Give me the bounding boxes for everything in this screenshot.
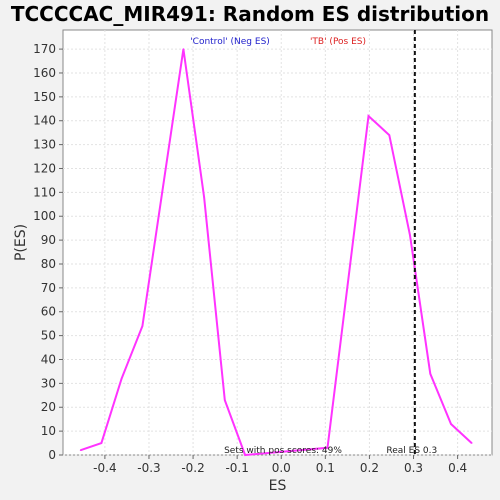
y-tick-label: 50 [41,329,56,343]
x-axis-label: ES [269,478,287,494]
y-tick-label: 0 [48,448,56,462]
plot-area [62,29,493,456]
x-tick-label: -0.2 [181,461,204,475]
y-tick-label: 70 [41,281,56,295]
x-tick-label: 0.4 [448,461,467,475]
x-tick-label: -0.3 [137,461,160,475]
y-tick-label: 150 [33,90,56,104]
y-tick-label: 100 [33,209,56,223]
series-group [79,48,473,457]
reference-line-label: Real ES 0.3 [386,446,437,456]
y-tick-label: 140 [33,114,56,128]
data-point [450,423,452,425]
data-point [100,442,103,444]
data-point [326,447,329,449]
x-tick-label: 0.3 [404,461,423,475]
x-tick-label: 0.1 [316,461,335,475]
data-point [470,442,473,444]
pos-scores-annotation: Sets with pos scores: 49% [224,446,342,456]
y-tick-label: 60 [41,305,56,319]
data-point [182,48,185,50]
y-tick-label: 160 [33,66,56,80]
legend-entry: 'Control' (Neg ES) [190,37,270,47]
data-point [79,449,82,452]
y-tick-label: 10 [41,424,56,438]
y-tick-label: 130 [33,138,56,152]
y-tick-label: 170 [33,42,56,56]
y-tick-label: 20 [41,400,56,414]
y-axis-label: P(ES) [13,224,29,261]
reference-line-group: Real ES 0.3 [386,30,437,456]
x-tick-label: -0.1 [225,461,248,475]
data-point [388,134,391,136]
legend: 'Control' (Neg ES) 'TB' (Pos ES) [190,37,366,47]
y-tick-label: 90 [41,233,56,247]
data-point [244,454,246,456]
axes [59,48,459,459]
y-tick-label: 110 [33,185,56,199]
data-point [429,373,432,375]
y-tick-label: 30 [41,376,56,390]
y-tick-label: 120 [33,161,56,175]
data-point [141,325,144,327]
data-point [224,399,226,401]
x-tick-label: 0.0 [272,461,291,475]
chart-title: TCCCCAC_MIR491: Random ES distribution [10,2,490,26]
data-point [203,196,205,198]
x-tick-label: 0.2 [360,461,379,475]
y-tick-label: 80 [41,257,56,271]
tick-labels: 0 10 20 30 40 50 60 70 80 90 100 110 120 130 140 150 160… [33,42,467,475]
legend-entry: 'TB' (Pos ES) [310,37,366,47]
data-point [409,234,411,237]
data-point [120,377,123,380]
y-tick-label: 40 [41,352,56,366]
data-point [367,115,370,117]
x-tick-label: -0.4 [93,461,116,475]
